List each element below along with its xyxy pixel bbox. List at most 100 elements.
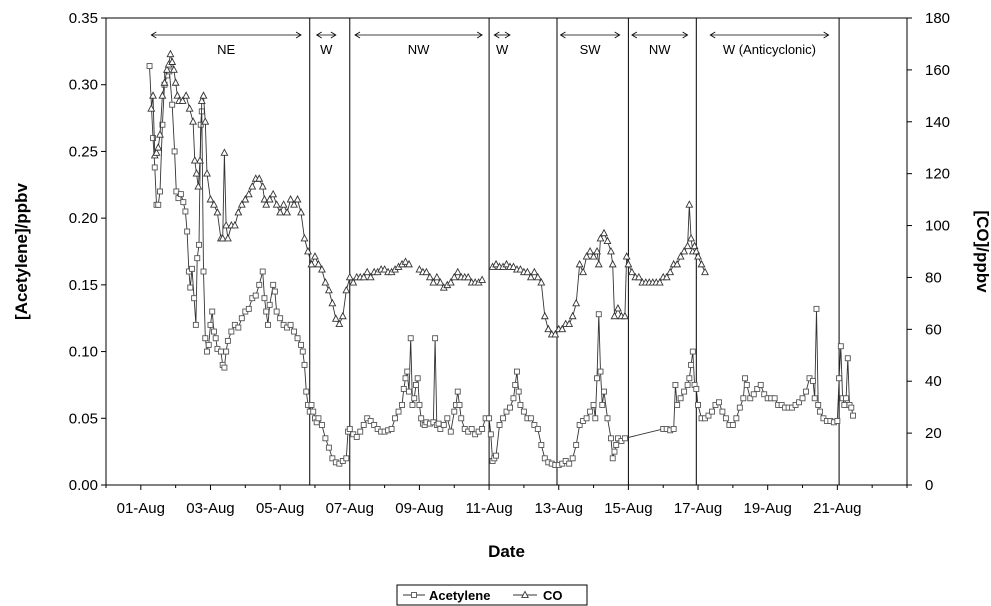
acetylene-point <box>205 341 212 348</box>
co-point <box>304 246 312 255</box>
acetylene-point <box>608 435 614 442</box>
co-point <box>248 182 257 190</box>
co-point <box>666 267 675 276</box>
x-tick-label-7: 15-Aug <box>604 500 652 517</box>
co-point <box>190 156 199 164</box>
acetylene-point <box>468 426 475 432</box>
co-point <box>230 220 239 229</box>
co-point <box>269 189 278 198</box>
co-point <box>530 267 539 276</box>
acetylene-point <box>684 381 691 388</box>
co-point <box>425 272 434 281</box>
acetylene-point <box>496 422 503 428</box>
co-point <box>169 65 178 73</box>
regime-arrowhead-left-0 <box>150 31 157 39</box>
acetylene-point <box>196 241 202 248</box>
y-right-tick-label-5: 100 <box>925 218 950 235</box>
acetylene-point <box>221 364 228 371</box>
acetylene-point <box>597 368 604 375</box>
acetylene-point <box>531 422 538 428</box>
acetylene-point <box>747 395 754 402</box>
regime-arrowhead-right-6 <box>823 31 830 39</box>
co-point <box>218 233 227 242</box>
acetylene-point <box>813 305 820 312</box>
co-point <box>241 195 250 203</box>
co-point <box>297 208 305 216</box>
co-point <box>321 278 330 286</box>
acetylene-point <box>325 444 332 451</box>
acetylene-point <box>454 388 461 395</box>
acetylene-point <box>399 401 405 408</box>
regime-label-6: W (Anticyclonic) <box>723 42 816 57</box>
co-point <box>694 252 702 260</box>
acetylene-point <box>271 288 278 295</box>
acetylene-point <box>611 448 618 455</box>
acetylene-point <box>587 408 594 415</box>
acetylene-point <box>500 415 506 422</box>
acetylene-point <box>689 348 696 355</box>
co-point <box>311 252 319 260</box>
co-point <box>624 259 633 268</box>
co-point <box>634 272 643 281</box>
co-point <box>331 314 340 322</box>
acetylene-point <box>294 335 301 342</box>
acetylene-point <box>388 426 395 432</box>
acetylene-point <box>601 388 607 395</box>
acetylene-point <box>493 452 500 459</box>
co-point <box>328 298 337 307</box>
acetylene-point <box>736 404 743 411</box>
acetylene-point <box>346 426 353 432</box>
wind-regime-annotations: NE W NW W SW NW W (Anticyclonic) <box>150 31 830 57</box>
acetylene-point <box>298 341 304 348</box>
acetylene-point <box>264 321 271 328</box>
acetylene-point <box>404 368 411 375</box>
acetylene-point <box>843 395 850 402</box>
acetylene-point <box>150 135 156 142</box>
co-point <box>509 262 518 270</box>
co-point <box>158 91 167 99</box>
co-point <box>676 252 685 260</box>
co-point <box>608 259 617 268</box>
acetylene-point <box>613 442 620 448</box>
acetylene-point <box>534 426 541 432</box>
acetylene-point <box>811 395 818 402</box>
legend-co-marker <box>521 590 529 598</box>
acetylene-point <box>816 408 823 415</box>
acetylene-point <box>357 428 364 435</box>
co-point <box>234 208 243 216</box>
acetylene-point <box>576 422 583 428</box>
acetylene-point <box>189 265 195 272</box>
co-point <box>594 259 603 268</box>
co-point <box>680 246 689 255</box>
acetylene-point <box>677 395 684 402</box>
co-point <box>627 267 636 276</box>
acetylene-point <box>456 401 463 408</box>
acetylene-point <box>510 395 517 402</box>
acetylene-point <box>850 412 856 419</box>
acetylene-point <box>451 408 458 415</box>
acetylene-point <box>259 268 266 275</box>
acetylene-point <box>151 164 158 171</box>
co-point <box>171 78 180 86</box>
acetylene-point <box>409 401 416 408</box>
acetylene-point <box>400 385 407 392</box>
y-right-tick-label-9: 180 <box>925 10 950 27</box>
co-point <box>182 91 191 99</box>
series-layer <box>146 49 856 468</box>
co-point <box>565 319 574 327</box>
acetylene-point <box>503 408 510 415</box>
acetylene-point <box>329 455 336 462</box>
co-point <box>697 259 706 268</box>
co-point <box>603 236 612 244</box>
co-point <box>436 278 445 286</box>
regime-arrowhead-left-1 <box>315 31 322 39</box>
co-point <box>342 285 351 294</box>
acetylene-point <box>343 455 350 462</box>
regime-arrowhead-left-4 <box>559 31 566 39</box>
co-point <box>293 195 302 203</box>
co-point <box>162 65 171 73</box>
acetylene-point <box>750 391 757 398</box>
acetylene-point <box>757 381 764 388</box>
co-point <box>262 200 271 208</box>
